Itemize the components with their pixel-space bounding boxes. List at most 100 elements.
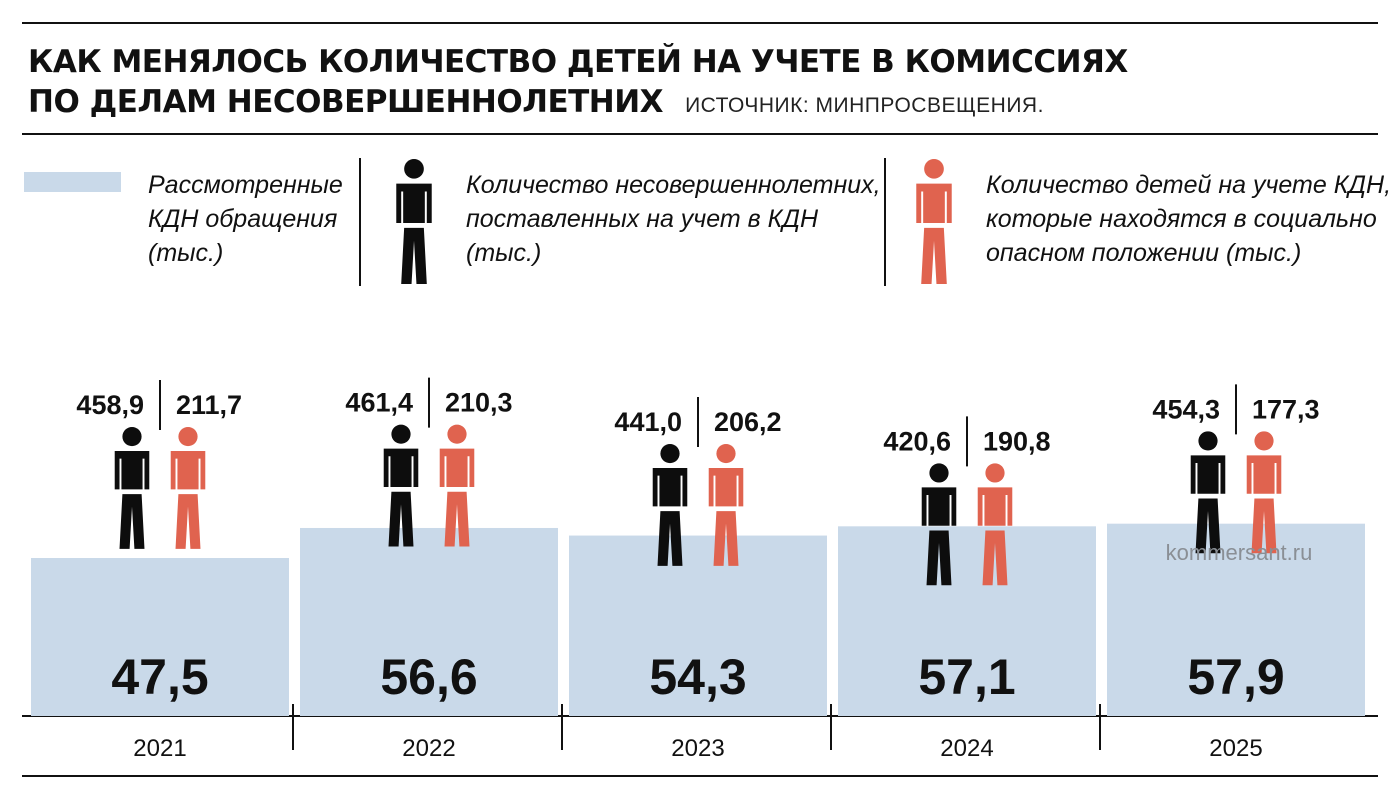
header-rule	[22, 133, 1378, 135]
legend-fig-black-person-icon	[396, 158, 432, 285]
registered-value-label-2022: 461,4	[345, 388, 413, 418]
dangerous-value-label-2022: 210,3	[445, 388, 513, 418]
red-person-2021	[170, 426, 206, 549]
red-person-2024-part	[982, 530, 1008, 586]
bar-value-label-2021: 47,5	[111, 649, 208, 705]
legend-red-person-icon	[916, 158, 952, 285]
black-person-2023-part	[657, 511, 683, 566]
bar-2025	[1107, 523, 1365, 716]
black-person-2021-part	[122, 426, 142, 447]
registered-value-label-2023: 441,0	[614, 407, 682, 437]
source-note: ИСТОЧНИК: МИНПРОСВЕЩЕНИЯ.	[685, 94, 1044, 117]
bar-value-label-2022: 56,6	[380, 649, 477, 705]
bar-2022	[300, 527, 558, 716]
legend-dangerous-line3: опасном положении (тыс.)	[986, 239, 1302, 267]
red-person-2022-part	[444, 491, 470, 547]
legend-figure-body	[401, 227, 427, 285]
bar-value-label-2024: 57,1	[918, 649, 1015, 705]
red-person-2023-part	[716, 443, 736, 464]
legend-figure-body	[396, 183, 432, 223]
red-person-2024	[977, 463, 1013, 586]
year-label-2021: 2021	[133, 735, 186, 762]
year-label-2023: 2023	[671, 735, 724, 762]
black-person-2022-part	[391, 424, 411, 444]
black-person-2025-part	[1195, 498, 1221, 554]
title-line-1: КАК МЕНЯЛОСЬ КОЛИЧЕСТВО ДЕТЕЙ НА УЧЕТЕ В…	[28, 44, 1128, 80]
bar-value-label-2025: 57,9	[1187, 649, 1284, 705]
red-person-2025	[1246, 431, 1282, 554]
legend-registered: Количество несовершеннолетних, поставлен…	[466, 168, 881, 270]
legend-registered-line3: (тыс.)	[466, 239, 542, 267]
dangerous-value-label-2024: 190,8	[983, 426, 1051, 456]
watermark: kommersant.ru	[1166, 540, 1313, 565]
black-person-2023	[652, 443, 688, 566]
black-person-2023-part	[660, 443, 680, 464]
legend-appeals-line3: (тыс.)	[148, 239, 224, 267]
black-person-2021-part	[119, 494, 145, 549]
legend-registered-line1: Количество несовершеннолетних,	[466, 171, 881, 199]
legend-fig-red-person-icon	[916, 158, 952, 285]
red-person-2023	[708, 443, 744, 566]
black-person-2024-part	[929, 463, 949, 483]
title-line-2-text: ПО ДЕЛАМ НЕСОВЕРШЕННОЛЕТНИХ	[28, 84, 664, 120]
black-person-2024-part	[926, 530, 952, 586]
red-person-2024-part	[985, 463, 1005, 483]
black-person-2022-part	[388, 491, 414, 547]
red-person-2022-part	[447, 424, 467, 444]
red-person-2021-part	[178, 426, 198, 447]
bottom-rule	[22, 775, 1378, 777]
red-person-2022	[439, 424, 475, 547]
legend-figure-body	[921, 227, 947, 285]
black-person-2025-part	[1190, 455, 1226, 494]
legend-appeals: Рассмотренные КДН обращения (тыс.)	[148, 168, 343, 270]
black-person-2022-part	[383, 448, 419, 487]
legend-separator-2	[884, 158, 886, 286]
black-person-2024-part	[921, 487, 957, 526]
bar-2024	[838, 526, 1096, 716]
legend-figure-body	[916, 183, 952, 223]
legend-appeals-line2: КДН обращения	[148, 205, 338, 233]
dangerous-value-label-2023: 206,2	[714, 407, 782, 437]
year-label-2025: 2025	[1209, 735, 1262, 762]
legend-dangerous-line1: Количество детей на учете КДН,	[986, 171, 1392, 199]
legend-appeals-line1: Рассмотренные	[148, 171, 343, 199]
chart-title: КАК МЕНЯЛОСЬ КОЛИЧЕСТВО ДЕТЕЙ НА УЧЕТЕ В…	[28, 42, 1128, 126]
bar-2023	[569, 535, 827, 716]
legend-blue-bar-swatch	[24, 172, 121, 192]
black-person-2021-part	[114, 450, 150, 490]
red-person-2022-part	[439, 448, 475, 487]
registered-value-label-2025: 454,3	[1152, 394, 1220, 424]
title-line-2: ПО ДЕЛАМ НЕСОВЕРШЕННОЛЕТНИХ ИСТОЧНИК: МИН…	[28, 82, 1128, 126]
red-person-2025-part	[1246, 455, 1282, 494]
legend-separator-1	[359, 158, 361, 286]
legend-figure-head	[924, 158, 944, 179]
dangerous-value-label-2021: 211,7	[176, 390, 242, 420]
bar-value-label-2023: 54,3	[649, 649, 746, 705]
black-person-2024	[921, 463, 957, 586]
red-person-2024-part	[977, 487, 1013, 526]
black-person-2025	[1190, 431, 1226, 554]
bar-2021	[31, 558, 289, 716]
red-person-2023-part	[708, 467, 744, 507]
top-rule	[22, 22, 1378, 24]
red-person-2021-part	[170, 450, 206, 490]
black-person-2025-part	[1198, 431, 1218, 451]
red-person-2025-part	[1254, 431, 1274, 451]
dangerous-value-label-2025: 177,3	[1252, 394, 1320, 424]
legend-dangerous-line2: которые находятся в социально	[986, 205, 1377, 233]
registered-value-label-2021: 458,9	[76, 390, 144, 420]
black-person-2022	[383, 424, 419, 547]
year-label-2024: 2024	[940, 735, 993, 762]
red-person-2021-part	[175, 494, 201, 549]
black-person-2021	[114, 426, 150, 549]
red-person-2025-part	[1251, 498, 1277, 554]
legend-black-person-icon	[396, 158, 432, 285]
legend-dangerous: Количество детей на учете КДН, которые н…	[986, 168, 1391, 270]
black-person-2023-part	[652, 467, 688, 507]
registered-value-label-2024: 420,6	[883, 426, 951, 456]
legend-registered-line2: поставленных на учет в КДН	[466, 205, 819, 233]
year-label-2022: 2022	[402, 735, 455, 762]
legend-figure-head	[404, 158, 424, 179]
red-person-2023-part	[713, 511, 739, 566]
